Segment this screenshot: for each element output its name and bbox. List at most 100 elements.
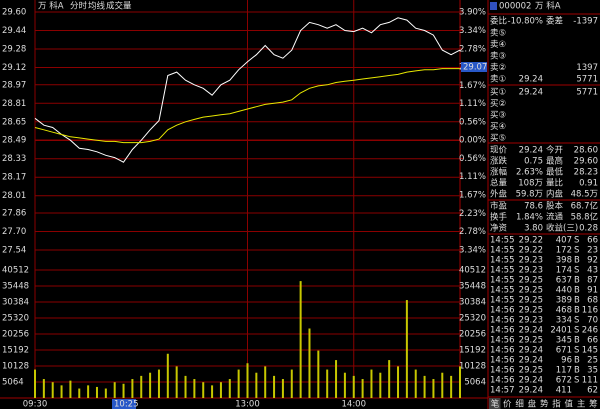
volume-bar <box>441 372 444 398</box>
tab-bg <box>575 398 587 409</box>
tick-count: 66 <box>587 336 598 346</box>
tick-time: 14:57 <box>490 386 515 396</box>
label: 涨跌 <box>490 156 508 167</box>
tab[interactable]: 筹 <box>589 399 598 409</box>
tick-time: 14:56 <box>490 376 515 386</box>
tick-volume: 407 <box>556 236 572 246</box>
y-tick-label: 28.49 <box>2 136 26 146</box>
legend-entry[interactable]: 成交量 <box>106 1 132 12</box>
value: 0.91 <box>579 179 598 189</box>
volume-bar <box>202 382 205 398</box>
volume-bar <box>34 369 36 398</box>
book-price: 29.24 <box>519 75 543 85</box>
y2-tick-label: 0.00% <box>459 136 486 146</box>
label: 收益(三) <box>546 223 578 234</box>
x-tick-label: 14:00 <box>342 400 367 409</box>
value: 28.60 <box>574 146 598 156</box>
label: 最低 <box>546 167 564 178</box>
book-label: 卖② <box>490 63 506 73</box>
book-label: 买⑤ <box>490 134 506 144</box>
tab[interactable]: 盘 <box>528 399 537 409</box>
tab[interactable]: 指 <box>552 399 561 409</box>
tick-price: 29.24 <box>519 386 543 396</box>
tab[interactable]: 价 <box>503 400 512 409</box>
book-price: 29.24 <box>519 88 543 98</box>
tab[interactable]: 细 <box>515 399 524 409</box>
y-tick-label: 29.60 <box>2 8 26 18</box>
label: 涨幅 <box>490 167 508 178</box>
volume-bar <box>78 388 81 398</box>
volume-bar <box>405 300 408 398</box>
tick-price: 29.24 <box>519 346 543 356</box>
tick-time: 14:56 <box>490 326 515 336</box>
label: 委差 <box>546 16 563 27</box>
y-tick-label: 30384 <box>2 298 29 308</box>
y-tick-label: 28.97 <box>2 80 26 90</box>
tick-volume: 96 <box>561 356 572 366</box>
y2-tick-label: 5064 <box>464 378 486 388</box>
book-label: 卖④ <box>490 40 506 50</box>
tick-time: 14:56 <box>490 346 515 356</box>
value: 48.5万 <box>571 190 598 200</box>
label: 股本 <box>546 201 564 212</box>
value: 0.75 <box>524 157 543 167</box>
book-volume: 5771 <box>576 75 598 85</box>
tick-count: 111 <box>582 376 598 386</box>
label: 总量 <box>490 178 508 189</box>
tick-side: B <box>574 366 580 376</box>
book-volume: 1397 <box>576 63 598 73</box>
y2-tick-label: 1.11% <box>459 99 486 109</box>
y-tick-label: 20256 <box>2 330 29 340</box>
tick-price: 29.24 <box>519 356 543 366</box>
tab[interactable]: 笔 <box>491 399 500 409</box>
value: 1.84% <box>516 213 543 223</box>
volume-bar <box>51 382 54 398</box>
book-label: 卖③ <box>490 52 506 62</box>
tick-time: 14:56 <box>490 316 515 326</box>
tick-count: 145 <box>582 346 598 356</box>
tick-count: 116 <box>582 306 598 316</box>
label: 市盈 <box>490 201 508 212</box>
tick-side: S <box>574 266 579 276</box>
label: 最高 <box>546 156 563 167</box>
legend-entry[interactable]: 均线 <box>88 1 106 12</box>
y2-tick-label: 20256 <box>459 330 486 340</box>
value: 2.63% <box>516 168 543 178</box>
tick-side: S <box>574 246 579 256</box>
legend-entry[interactable]: 分时 <box>70 1 88 12</box>
tick-time: 14:55 <box>490 256 515 266</box>
volume-bar <box>423 375 426 398</box>
tab[interactable]: 势 <box>540 399 549 409</box>
value: 0.28 <box>579 224 598 234</box>
tick-price: 29.24 <box>519 326 543 336</box>
label: 今开 <box>546 145 564 156</box>
y-tick-label: 29.12 <box>2 63 26 73</box>
y-tick-label: 25320 <box>2 314 29 324</box>
volume-bar <box>264 366 267 398</box>
tab-bg <box>562 398 575 409</box>
y-tick-label: 27.86 <box>2 209 26 219</box>
code-icon <box>490 2 497 10</box>
volume-bar <box>122 383 125 398</box>
volume-bar <box>166 353 169 398</box>
label: 净资 <box>490 223 508 234</box>
volume-bar <box>140 375 143 398</box>
tab[interactable]: 值 <box>565 399 574 409</box>
tick-count: 87 <box>587 276 598 286</box>
tick-volume: 637 <box>556 276 572 286</box>
label: 量比 <box>546 178 563 189</box>
tick-count: 91 <box>587 286 598 296</box>
volume-bar <box>379 372 382 398</box>
y2-tick-label: 15192 <box>459 346 486 356</box>
tick-time: 14:55 <box>490 286 515 296</box>
volume-bar <box>414 369 417 398</box>
volume-bar <box>193 379 196 398</box>
value: 78.6 <box>524 202 543 212</box>
tick-time: 14:56 <box>490 306 515 316</box>
book-label: 买④ <box>490 122 506 132</box>
volume-bar <box>42 379 45 398</box>
y-tick-label: 28.01 <box>2 191 26 201</box>
value: 59.8万 <box>516 190 543 200</box>
tab-bg <box>489 398 501 409</box>
tab[interactable]: 主 <box>577 399 586 409</box>
